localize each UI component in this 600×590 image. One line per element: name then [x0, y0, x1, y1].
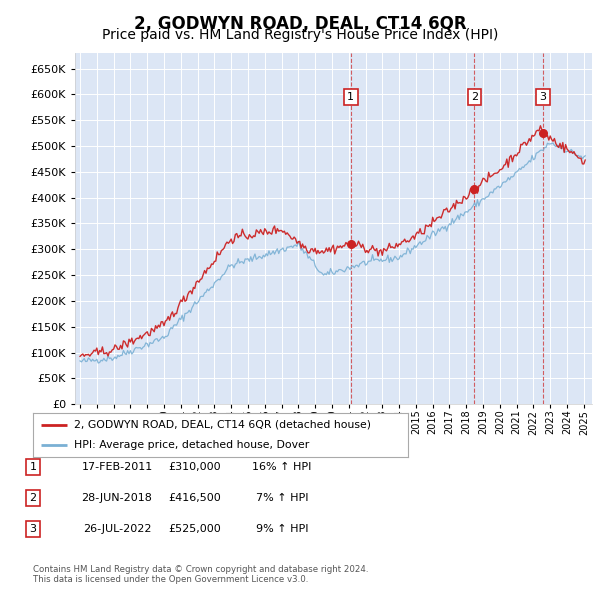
- Text: 1: 1: [347, 92, 354, 102]
- Text: 3: 3: [29, 524, 37, 533]
- Text: 26-JUL-2022: 26-JUL-2022: [83, 524, 151, 533]
- Text: 1: 1: [29, 463, 37, 472]
- Text: 2, GODWYN ROAD, DEAL, CT14 6QR: 2, GODWYN ROAD, DEAL, CT14 6QR: [134, 15, 466, 33]
- Text: 7% ↑ HPI: 7% ↑ HPI: [256, 493, 308, 503]
- Text: HPI: Average price, detached house, Dover: HPI: Average price, detached house, Dove…: [74, 440, 310, 450]
- Text: 17-FEB-2011: 17-FEB-2011: [82, 463, 152, 472]
- Text: £416,500: £416,500: [169, 493, 221, 503]
- Text: 16% ↑ HPI: 16% ↑ HPI: [253, 463, 311, 472]
- Text: 3: 3: [539, 92, 547, 102]
- Text: 9% ↑ HPI: 9% ↑ HPI: [256, 524, 308, 533]
- Text: 2, GODWYN ROAD, DEAL, CT14 6QR (detached house): 2, GODWYN ROAD, DEAL, CT14 6QR (detached…: [74, 420, 371, 430]
- Text: Price paid vs. HM Land Registry's House Price Index (HPI): Price paid vs. HM Land Registry's House …: [102, 28, 498, 42]
- Text: Contains HM Land Registry data © Crown copyright and database right 2024.
This d: Contains HM Land Registry data © Crown c…: [33, 565, 368, 584]
- Text: 28-JUN-2018: 28-JUN-2018: [82, 493, 152, 503]
- Text: £525,000: £525,000: [169, 524, 221, 533]
- Text: £310,000: £310,000: [169, 463, 221, 472]
- Text: 2: 2: [471, 92, 478, 102]
- Text: 2: 2: [29, 493, 37, 503]
